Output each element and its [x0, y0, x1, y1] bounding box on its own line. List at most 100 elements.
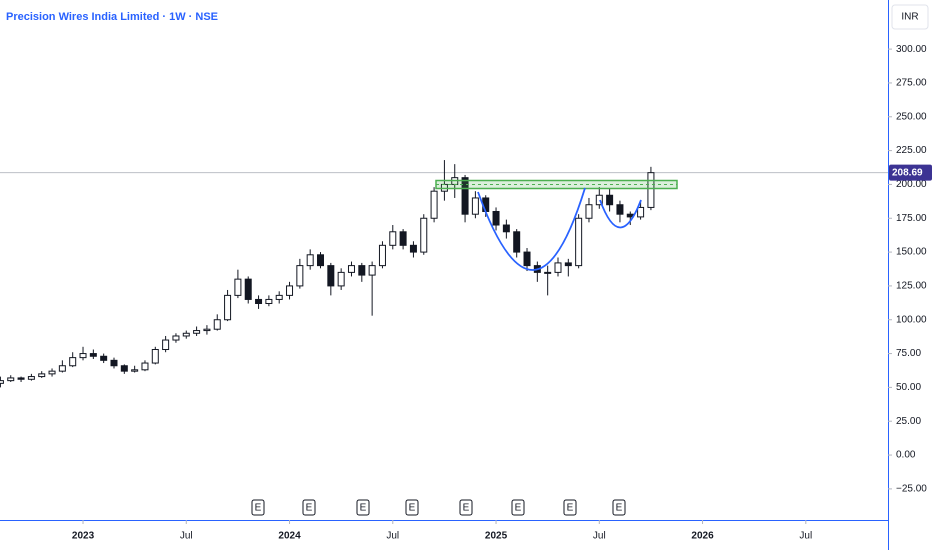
y-tick-label: 75.00 — [896, 348, 921, 359]
candle-body — [100, 355, 108, 361]
candle-body — [69, 357, 77, 367]
candle-body — [368, 265, 376, 276]
candle-body — [637, 206, 645, 218]
x-tick-label: 2026 — [691, 531, 714, 542]
earnings-marker: E — [567, 503, 574, 514]
candle-body — [255, 298, 263, 305]
candle-body — [544, 271, 552, 274]
candle-body — [110, 359, 118, 367]
candle-body — [616, 204, 624, 215]
x-tick-label: 2024 — [278, 531, 301, 542]
candle-body — [327, 265, 335, 287]
cup-curve — [477, 187, 586, 271]
candle-body — [399, 231, 407, 246]
candle-body — [286, 285, 294, 296]
candle-body — [244, 278, 252, 300]
earnings-marker-box — [563, 499, 577, 516]
candle-body — [564, 262, 572, 267]
candle-body — [471, 197, 479, 215]
candle-body — [389, 231, 397, 246]
candle-body — [606, 194, 614, 206]
candle-body — [647, 172, 655, 208]
last-price-box — [889, 164, 932, 181]
x-tick-label: Jul — [386, 531, 399, 542]
earnings-marker: E — [616, 503, 623, 514]
candle-body — [0, 380, 4, 384]
candle-body — [296, 265, 304, 287]
y-tick-label: 125.00 — [896, 281, 927, 292]
handle-curve — [599, 199, 642, 229]
candle-body — [213, 319, 221, 330]
x-tick-label: Jul — [180, 531, 193, 542]
candle-body — [17, 377, 25, 380]
y-tick-label: 50.00 — [896, 382, 921, 393]
candle-body — [131, 369, 139, 372]
candle-body — [141, 362, 149, 371]
y-tick-label: −25.00 — [896, 484, 927, 495]
candle-body — [79, 353, 87, 359]
candle-body — [265, 298, 273, 305]
candle-body — [162, 339, 170, 351]
earnings-marker: E — [360, 503, 367, 514]
candle-body — [347, 265, 355, 273]
earnings-marker-box — [405, 499, 419, 516]
earnings-marker: E — [306, 503, 313, 514]
candle-body — [585, 204, 593, 219]
candle-body — [378, 244, 386, 267]
candle-body — [306, 254, 314, 267]
chart-title: Precision Wires India Limited · 1W · NSE — [6, 11, 218, 23]
earnings-marker-box — [302, 499, 316, 516]
candle-body — [224, 294, 232, 321]
last-price-label: 208.69 — [892, 167, 923, 178]
candle-body — [461, 177, 469, 215]
earnings-marker-box — [356, 499, 370, 516]
candle-body — [409, 244, 417, 253]
y-tick-label: 250.00 — [896, 111, 927, 122]
candle-body — [430, 190, 438, 219]
candle-body — [337, 271, 345, 287]
candle-body — [513, 231, 521, 253]
x-tick-label: Jul — [799, 531, 812, 542]
earnings-marker-box — [612, 499, 626, 516]
candle-body — [492, 210, 500, 226]
y-tick-label: 25.00 — [896, 416, 921, 427]
candle-body — [523, 251, 531, 267]
y-tick-label: 300.00 — [896, 44, 927, 55]
candle-body — [27, 376, 35, 380]
earnings-marker-box — [459, 499, 473, 516]
currency-box — [891, 4, 929, 30]
x-tick-label: Jul — [593, 531, 606, 542]
candle-body — [317, 254, 325, 267]
y-tick-label: 225.00 — [896, 145, 927, 156]
y-tick-label: 150.00 — [896, 247, 927, 258]
earnings-marker: E — [255, 503, 262, 514]
y-tick-label: 200.00 — [896, 179, 927, 190]
x-tick-label: 2023 — [72, 531, 95, 542]
candle-body — [182, 332, 190, 337]
candle-body — [203, 328, 211, 332]
earnings-marker: E — [409, 503, 416, 514]
earnings-marker-box — [251, 499, 265, 516]
earnings-marker-box — [511, 499, 525, 516]
candle-body — [420, 217, 428, 253]
earnings-marker: E — [463, 503, 470, 514]
y-tick-label: 0.00 — [896, 450, 916, 461]
candle-body — [38, 373, 46, 378]
candle-body — [502, 224, 510, 233]
y-tick-label: 175.00 — [896, 213, 927, 224]
x-tick-label: 2025 — [485, 531, 508, 542]
candle-body — [48, 370, 56, 375]
candle-body — [151, 349, 159, 364]
candle-body — [595, 194, 603, 206]
candle-body — [554, 262, 562, 273]
candle-body — [575, 217, 583, 267]
currency-label: INR — [901, 12, 918, 23]
candle-body — [193, 330, 201, 334]
candle-body — [275, 294, 283, 300]
earnings-marker: E — [515, 503, 522, 514]
candle-body — [234, 278, 242, 296]
candle-body — [172, 335, 180, 341]
